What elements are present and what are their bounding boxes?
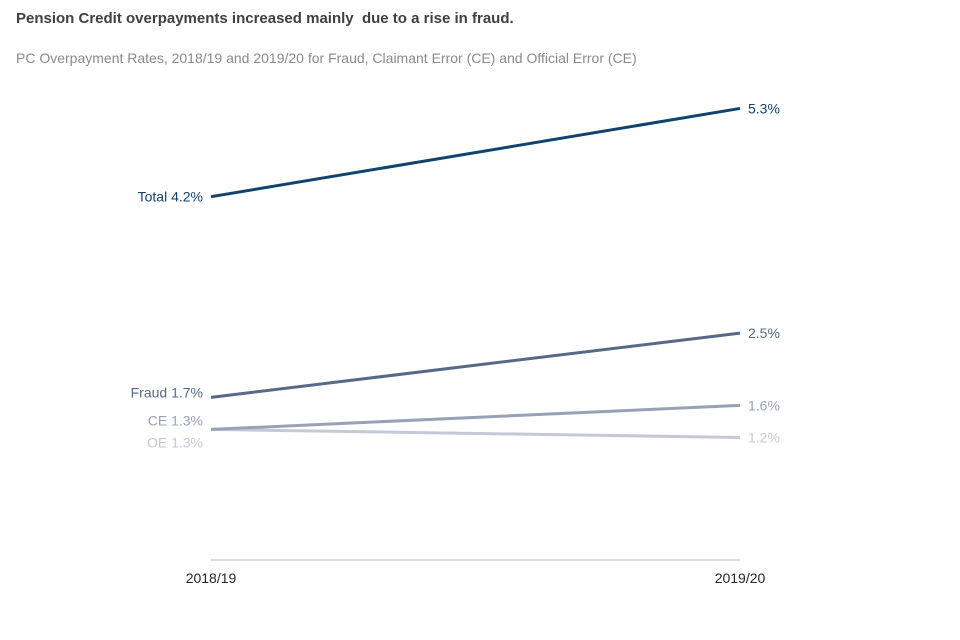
- start-label-total: Total 4.2%: [138, 189, 203, 205]
- series-line-oe: [210, 427, 741, 439]
- start-label-ce: CE 1.3%: [148, 412, 203, 428]
- end-label-fraud: 2.5%: [748, 325, 780, 341]
- start-label-oe: OE 1.3%: [147, 434, 203, 450]
- x-tick-label-0: 2018/19: [186, 570, 237, 586]
- chart-title: Pension Credit overpayments increased ma…: [16, 10, 514, 27]
- start-label-fraud: Fraud 1.7%: [131, 384, 203, 400]
- end-label-ce: 1.6%: [748, 397, 780, 413]
- end-label-total: 5.3%: [748, 100, 780, 116]
- series-line-total: [210, 106, 741, 199]
- chart-subtitle: PC Overpayment Rates, 2018/19 and 2019/2…: [16, 50, 637, 66]
- end-label-oe: 1.2%: [748, 429, 780, 445]
- series-line-ce: [210, 403, 741, 431]
- series-line-fraud: [210, 331, 741, 399]
- x-tick-label-1: 2019/20: [715, 570, 766, 586]
